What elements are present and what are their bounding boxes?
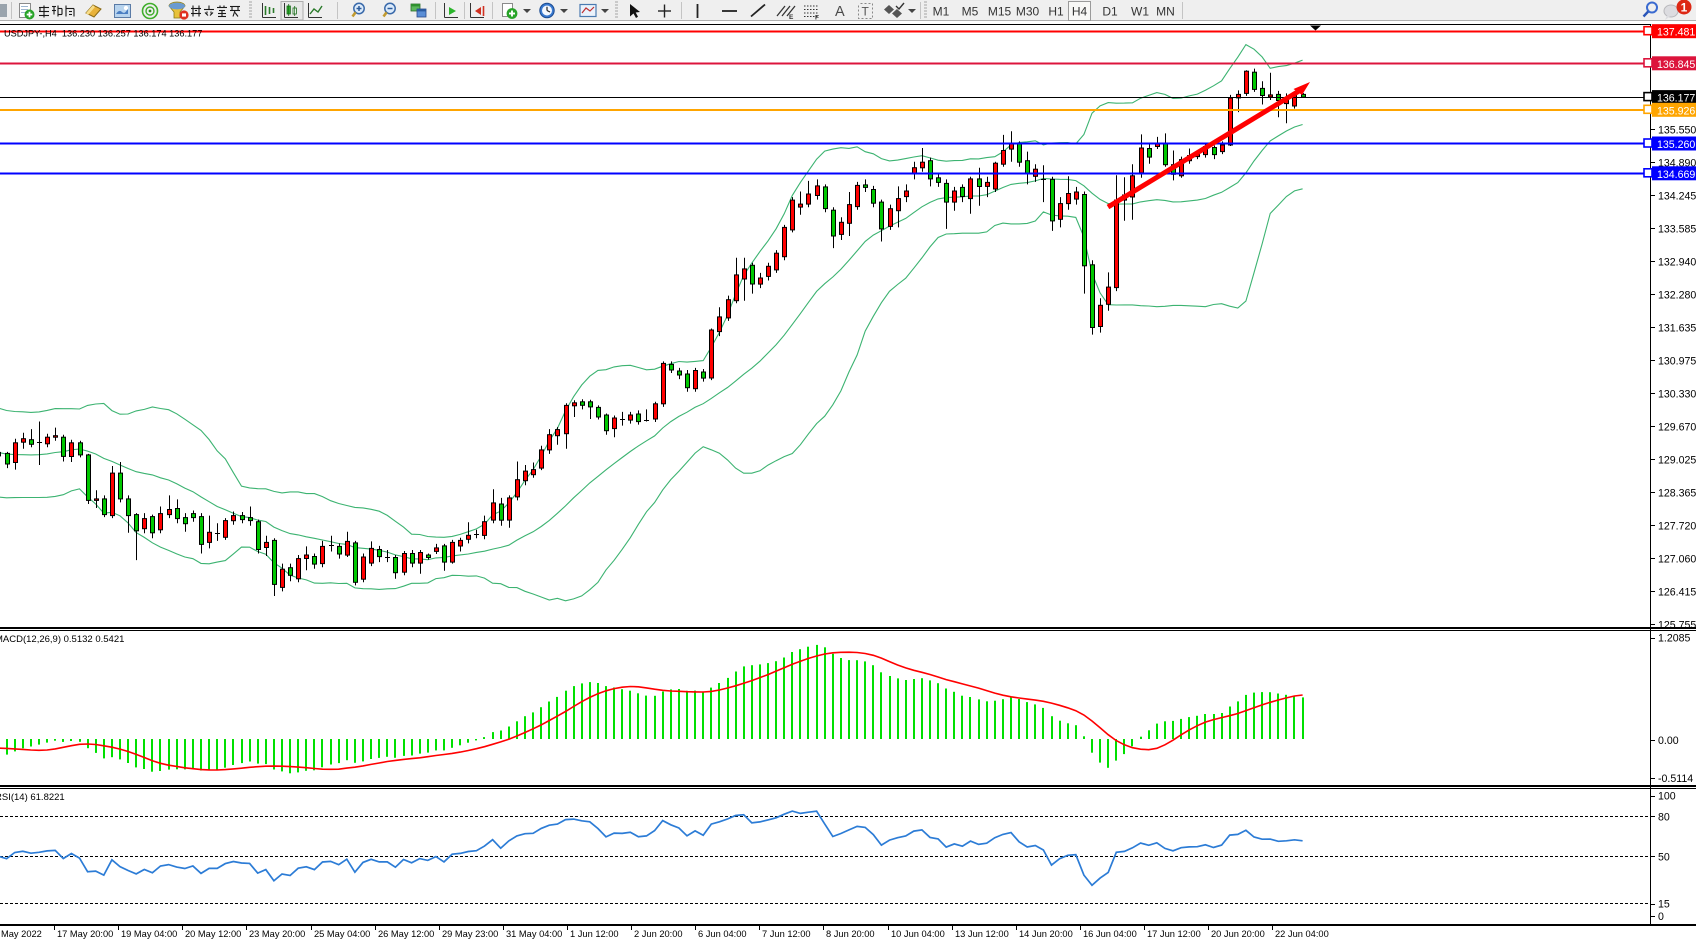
svg-text:T: T: [862, 5, 870, 19]
svg-text:131.635: 131.635: [1658, 323, 1696, 335]
svg-text:130.975: 130.975: [1658, 356, 1696, 368]
svg-text:134.669: 134.669: [1657, 169, 1695, 181]
svg-text:1: 1: [1681, 1, 1688, 15]
svg-text:80: 80: [1658, 812, 1670, 824]
svg-text:127.720: 127.720: [1658, 521, 1696, 533]
svg-text:137.481: 137.481: [1657, 27, 1695, 39]
svg-text:135.926: 135.926: [1657, 105, 1695, 117]
svg-text:26 May 12:00: 26 May 12:00: [378, 929, 434, 939]
svg-text:F: F: [815, 15, 819, 22]
svg-text:0.00: 0.00: [1658, 735, 1679, 747]
svg-text:10 Jun 04:00: 10 Jun 04:00: [891, 929, 945, 939]
svg-text:8 Jun 20:00: 8 Jun 20:00: [826, 929, 875, 939]
svg-text:A: A: [835, 4, 845, 20]
svg-text:May 2022: May 2022: [1, 929, 42, 939]
svg-text:RSI(14) 61.8221: RSI(14) 61.8221: [0, 792, 65, 803]
svg-text:15: 15: [1658, 899, 1670, 911]
svg-text:D1: D1: [1102, 5, 1118, 19]
svg-text:25 May 04:00: 25 May 04:00: [314, 929, 370, 939]
svg-text:125.755: 125.755: [1658, 620, 1696, 632]
svg-text:132.280: 132.280: [1658, 290, 1696, 302]
svg-text:133.585: 133.585: [1658, 224, 1696, 236]
svg-text:M1: M1: [933, 5, 950, 19]
svg-text:23 May 20:00: 23 May 20:00: [249, 929, 305, 939]
svg-text:19 May 04:00: 19 May 04:00: [121, 929, 177, 939]
svg-text:E: E: [789, 14, 794, 21]
svg-text:135.550: 135.550: [1658, 125, 1696, 137]
svg-text:1.2085: 1.2085: [1658, 633, 1691, 645]
svg-text:H4: H4: [1072, 5, 1088, 19]
svg-text:22 Jun 04:00: 22 Jun 04:00: [1275, 929, 1329, 939]
svg-text:-0.5114: -0.5114: [1658, 773, 1693, 785]
svg-text:29 May 23:00: 29 May 23:00: [442, 929, 498, 939]
svg-text:17 Jun 12:00: 17 Jun 12:00: [1147, 929, 1201, 939]
svg-text:50: 50: [1658, 852, 1670, 864]
svg-text:20 Jun 20:00: 20 Jun 20:00: [1211, 929, 1265, 939]
svg-text:7 Jun 12:00: 7 Jun 12:00: [762, 929, 811, 939]
svg-text:132.940: 132.940: [1658, 257, 1696, 269]
svg-text:134.245: 134.245: [1658, 191, 1696, 203]
svg-text:USDJPY-,H4 136.230 136.257 13: USDJPY-,H4 136.230 136.257 136.174 136.1…: [4, 29, 202, 39]
svg-text:130.330: 130.330: [1658, 389, 1696, 401]
svg-text:6 Jun 04:00: 6 Jun 04:00: [698, 929, 747, 939]
svg-text:126.415: 126.415: [1658, 587, 1696, 599]
svg-text:128.365: 128.365: [1658, 488, 1696, 500]
svg-text:MN: MN: [1156, 5, 1175, 19]
svg-text:M5: M5: [962, 5, 979, 19]
svg-text:1 Jun 12:00: 1 Jun 12:00: [570, 929, 619, 939]
svg-text:0: 0: [1658, 911, 1664, 923]
svg-text:135.260: 135.260: [1657, 139, 1695, 151]
svg-text:129.025: 129.025: [1658, 455, 1696, 467]
svg-text:136.845: 136.845: [1657, 59, 1695, 71]
svg-text:100: 100: [1658, 791, 1676, 803]
svg-text:129.670: 129.670: [1658, 422, 1696, 434]
svg-text:MACD(12,26,9) 0.5132 0.5421: MACD(12,26,9) 0.5132 0.5421: [0, 634, 124, 645]
svg-text:M15: M15: [988, 5, 1012, 19]
svg-text:16 Jun 04:00: 16 Jun 04:00: [1083, 929, 1137, 939]
svg-text:H1: H1: [1048, 5, 1064, 19]
svg-text:13 Jun 12:00: 13 Jun 12:00: [955, 929, 1009, 939]
svg-text:14 Jun 20:00: 14 Jun 20:00: [1019, 929, 1073, 939]
svg-text:127.060: 127.060: [1658, 554, 1696, 566]
svg-text:17 May 20:00: 17 May 20:00: [57, 929, 113, 939]
svg-text:M30: M30: [1016, 5, 1040, 19]
svg-text:20 May 12:00: 20 May 12:00: [185, 929, 241, 939]
svg-text:136.177: 136.177: [1657, 93, 1695, 105]
svg-text:2 Jun 20:00: 2 Jun 20:00: [634, 929, 683, 939]
svg-text:W1: W1: [1131, 5, 1149, 19]
svg-text:31 May 04:00: 31 May 04:00: [506, 929, 562, 939]
